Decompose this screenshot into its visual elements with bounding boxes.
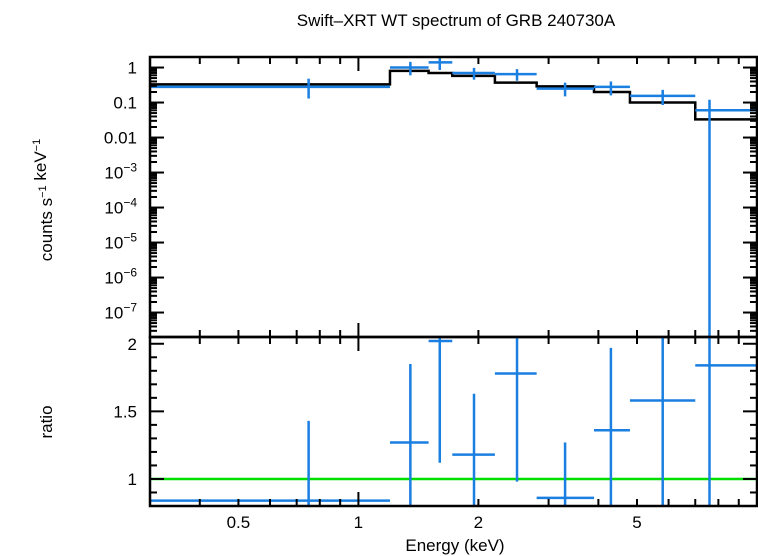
data-point [150,420,390,506]
chart-title: Swift–XRT WT spectrum of GRB 240730A [297,11,616,30]
data-point [594,81,630,96]
spectrum-y-axis-label: counts s−1 keV−1 [31,139,56,261]
x-tick-label: 0.5 [227,513,251,532]
y-tick-label: 10−7 [104,301,137,323]
y-tick-label: 10−6 [104,266,137,288]
data-point [428,337,453,463]
data-point [452,393,495,506]
x-axis-label: Energy (keV) [405,536,504,555]
data-point [629,89,696,106]
spectrum-panel: 1 0.1 0.01 10−3 10−4 10−5 10−6 10−7 [104,55,758,339]
x-tick-label: 2 [474,513,483,532]
data-point [695,337,757,506]
y-tick-label: 10−5 [104,231,137,253]
data-point [629,337,696,506]
data-point [494,337,537,482]
y-tick-label: 10−3 [104,161,137,183]
ratio-panel-frame [148,335,758,508]
spectrum-panel-frame [148,55,758,339]
x-tick-label: 5 [632,513,641,532]
y-tick-label: 2 [128,335,137,354]
data-point [536,442,595,506]
data-point [494,69,537,81]
data-point [594,347,630,506]
y-tick-label: 10−4 [104,196,137,218]
data-point [428,57,453,71]
y-tick-label: 0.01 [104,129,137,148]
data-point [389,61,429,76]
ratio-panel: 1 1.5 2 0.5 1 2 5 [113,335,758,532]
y-tick-label: 1.5 [113,402,137,421]
ratio-y-axis-label: ratio [37,405,56,438]
data-point [536,82,595,97]
data-point [150,78,390,99]
y-tick-label: 1 [128,470,137,489]
y-tick-label: 0.1 [113,94,137,113]
data-point [695,99,757,337]
data-point [452,67,495,80]
y-tick-label: 1 [128,59,137,78]
data-point [389,364,429,506]
x-tick-label: 1 [354,513,363,532]
model-step-curve [150,69,757,121]
